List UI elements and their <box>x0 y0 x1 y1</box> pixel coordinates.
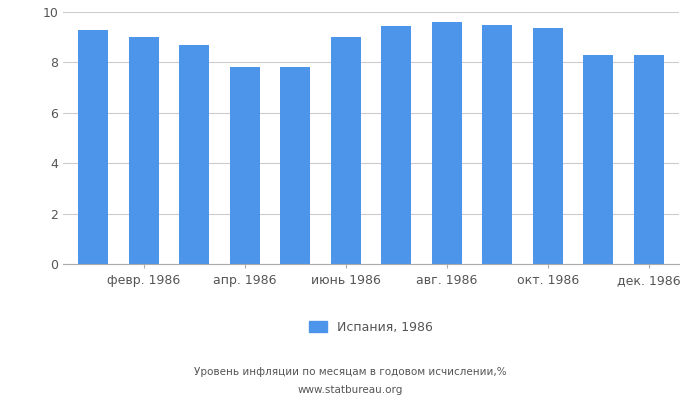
Bar <box>432 22 462 264</box>
Bar <box>78 30 108 264</box>
Bar <box>583 55 613 264</box>
Text: Уровень инфляции по месяцам в годовом исчислении,%: Уровень инфляции по месяцам в годовом ис… <box>194 367 506 377</box>
Bar <box>280 68 310 264</box>
Bar <box>330 37 361 264</box>
Bar <box>381 26 412 264</box>
Bar <box>634 55 664 264</box>
Bar <box>129 37 159 264</box>
Bar <box>533 28 563 264</box>
Bar <box>230 68 260 264</box>
Bar <box>482 24 512 264</box>
Text: www.statbureau.org: www.statbureau.org <box>298 385 402 395</box>
Bar <box>179 45 209 264</box>
Legend: Испания, 1986: Испания, 1986 <box>304 316 438 339</box>
